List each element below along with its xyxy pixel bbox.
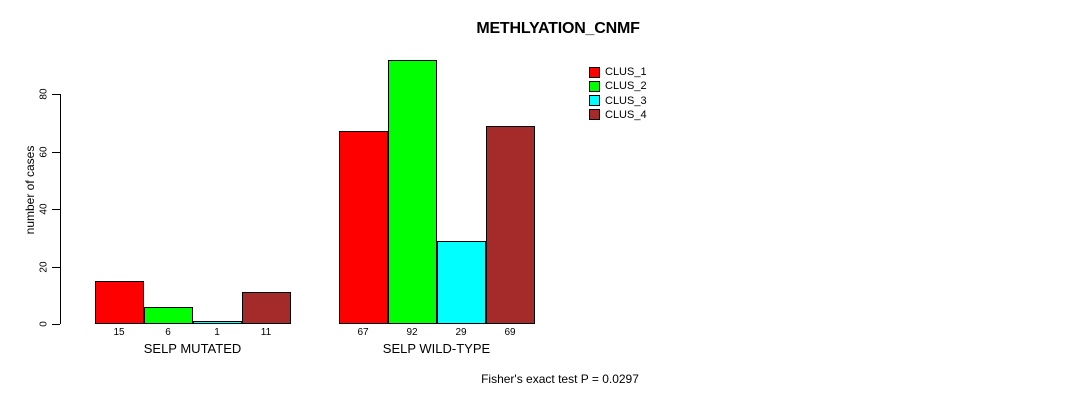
legend-item: CLUS_2 xyxy=(589,80,647,92)
legend-item: CLUS_4 xyxy=(589,109,647,121)
bar-value-label: 15 xyxy=(113,327,125,338)
bar-value-label: 92 xyxy=(406,327,418,338)
legend-item: CLUS_1 xyxy=(589,66,647,78)
bar-value-label: 67 xyxy=(357,327,369,338)
bar xyxy=(143,306,193,324)
legend-label: CLUS_2 xyxy=(605,80,647,93)
legend-label: CLUS_1 xyxy=(605,66,647,78)
y-axis-tick-label: 40 xyxy=(38,203,50,215)
legend-swatch xyxy=(589,95,600,107)
y-axis-tick xyxy=(52,151,60,153)
y-axis-tick-label: 60 xyxy=(38,145,50,158)
y-axis-tick-label: 0 xyxy=(38,321,50,327)
y-axis-label: number of cases xyxy=(23,145,37,235)
bar xyxy=(94,280,144,324)
legend-label: CLUS_3 xyxy=(605,94,647,107)
bar xyxy=(192,321,242,324)
bar xyxy=(338,131,388,324)
y-axis-tick xyxy=(52,94,60,95)
footer-note: Fisher's exact test P = 0.0297 xyxy=(481,372,639,386)
y-axis-tick xyxy=(52,266,60,268)
bar-value-label: 69 xyxy=(504,327,516,338)
bar-value-label: 11 xyxy=(260,327,272,338)
group-label: SELP WILD-TYPE xyxy=(382,341,491,356)
group-label: SELP MUTATED xyxy=(143,341,242,356)
legend-swatch xyxy=(589,109,600,121)
y-axis-tick xyxy=(52,209,60,210)
bar xyxy=(436,240,486,324)
bar xyxy=(485,125,535,324)
chart-title: METHLYATION_CNMF xyxy=(476,20,640,37)
bar-value-label: 1 xyxy=(214,327,220,338)
y-axis-tick-label: 80 xyxy=(38,88,50,100)
bar xyxy=(387,59,437,324)
legend-item: CLUS_3 xyxy=(589,95,647,107)
legend-label: CLUS_4 xyxy=(605,108,647,121)
y-axis-tick xyxy=(52,324,60,325)
legend-swatch xyxy=(589,66,600,78)
bar xyxy=(241,292,291,324)
y-axis-tick-label: 20 xyxy=(38,260,50,273)
bar-value-label: 6 xyxy=(165,327,171,338)
bar-value-label: 29 xyxy=(455,327,467,338)
legend-swatch xyxy=(589,80,600,92)
y-axis-line xyxy=(60,94,61,324)
